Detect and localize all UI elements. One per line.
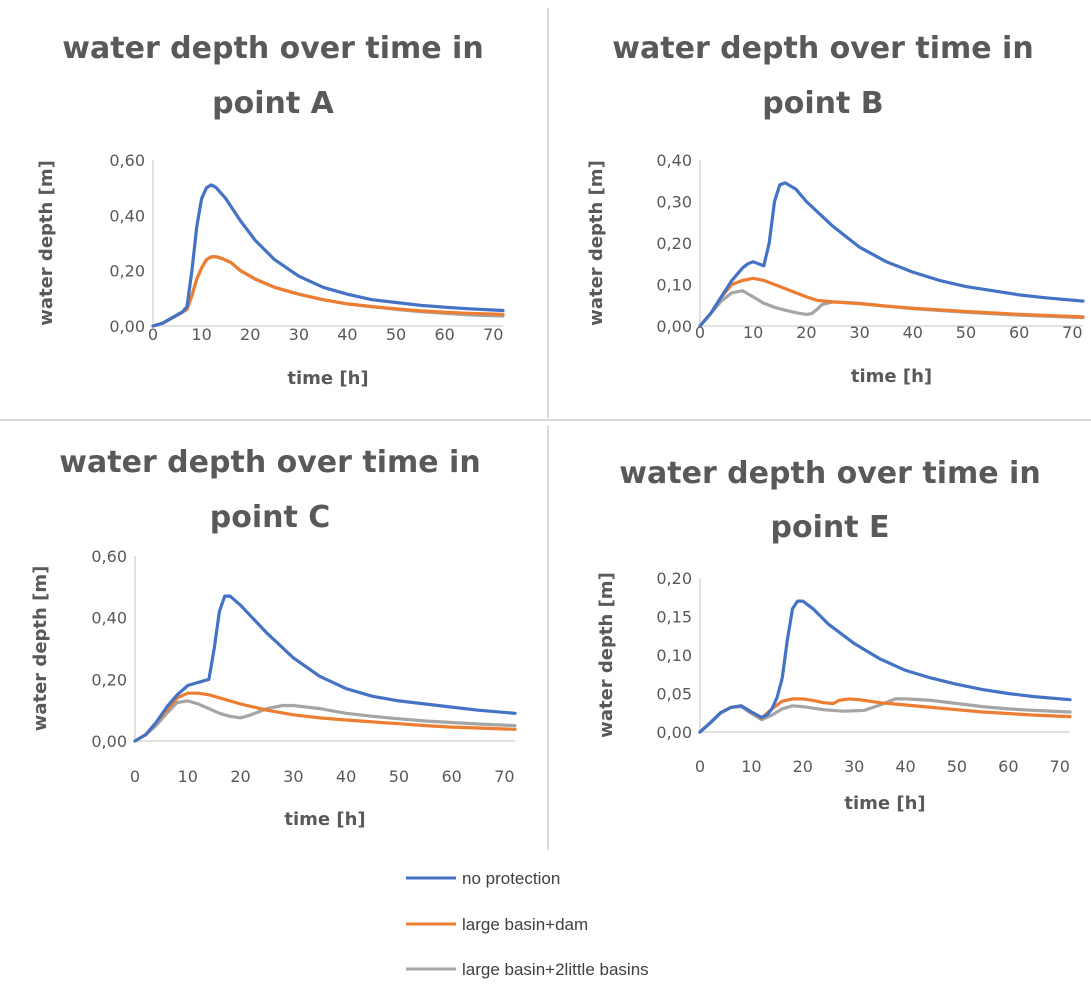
chart-title-line: water depth over time in: [619, 456, 1040, 491]
y-tick-label: 0,00: [91, 732, 127, 751]
x-tick-label: 20: [796, 323, 816, 342]
series-line-large-basin-2little-basins: [151, 255, 505, 328]
legend: no protection large basin+dam large basi…: [406, 869, 649, 979]
x-tick-label: 50: [389, 767, 409, 786]
y-tick-label: 0,40: [656, 151, 692, 170]
x-tick-label: 10: [191, 325, 211, 344]
chart-title-line: point B: [762, 86, 883, 121]
x-axis-label: time [h]: [284, 809, 365, 830]
y-tick-label: 0,10: [656, 276, 692, 295]
x-tick-label: 0: [695, 757, 705, 776]
series-line-large-basin-2little-basins: [133, 699, 517, 743]
y-tick-label: 0,15: [656, 608, 692, 627]
chart-panel-0: water depth over time in point A 0,00 0,20 0…: [36, 31, 505, 389]
x-tick-label: 20: [240, 325, 260, 344]
legend-label-no-protection: no protection: [462, 869, 560, 888]
x-tick-label: 70: [494, 767, 514, 786]
x-tick-label: 30: [283, 767, 303, 786]
series-line-no-protection: [151, 183, 505, 328]
y-tick-label: 0,00: [656, 317, 692, 336]
y-tick-label: 0,05: [656, 685, 692, 704]
x-tick-label: 40: [895, 757, 915, 776]
y-tick-label: 0,60: [109, 151, 145, 170]
x-tick-label: 0: [130, 767, 140, 786]
y-tick-label: 0,00: [109, 317, 145, 336]
legend-label-large-basin-2little-basins: large basin+2little basins: [462, 960, 649, 979]
y-tick-label: 0,40: [91, 609, 127, 628]
legend-item-no-protection: no protection: [406, 869, 560, 888]
x-tick-label: 0: [148, 325, 158, 344]
x-tick-label: 0: [695, 323, 705, 342]
chart-title-line: water depth over time in: [59, 445, 480, 480]
chart-title-line: point E: [770, 510, 889, 545]
y-tick-label: 0,20: [91, 670, 127, 689]
x-axis-label: time [h]: [287, 368, 368, 389]
legend-item-large-basin-2little-basins: large basin+2little basins: [406, 960, 649, 979]
x-tick-label: 30: [849, 323, 869, 342]
x-tick-label: 50: [956, 323, 976, 342]
series-line-no-protection: [133, 594, 517, 743]
chart-title-line: point A: [212, 86, 335, 121]
y-tick-label: 0,30: [656, 193, 692, 212]
legend-label-large-basin-dam: large basin+dam: [462, 915, 588, 934]
x-tick-label: 50: [947, 757, 967, 776]
x-tick-label: 60: [998, 757, 1018, 776]
x-axis-label: time [h]: [844, 793, 925, 814]
series-line-large-basin-dam: [133, 691, 517, 743]
x-tick-label: 50: [386, 325, 406, 344]
chart-panel-3: water depth over time in point E 0,00 0,05 0…: [596, 456, 1072, 814]
y-tick-label: 0,10: [656, 646, 692, 665]
series-line-large-basin-dam: [151, 255, 505, 328]
x-tick-label: 30: [289, 325, 309, 344]
x-tick-label: 40: [903, 323, 923, 342]
x-tick-label: 70: [1062, 323, 1082, 342]
x-tick-label: 20: [793, 757, 813, 776]
y-axis-label: water depth [m]: [36, 160, 57, 326]
x-tick-label: 10: [741, 757, 761, 776]
y-tick-label: 0,60: [91, 547, 127, 566]
x-axis-label: time [h]: [851, 366, 932, 387]
y-tick-label: 0,00: [656, 723, 692, 742]
legend-item-large-basin-dam: large basin+dam: [406, 915, 588, 934]
y-axis-label: water depth [m]: [586, 160, 607, 326]
x-tick-label: 40: [337, 325, 357, 344]
y-tick-label: 0,40: [109, 206, 145, 225]
chart-title-line: point C: [210, 500, 331, 535]
x-tick-label: 70: [1050, 757, 1070, 776]
series-line-large-basin-dam: [698, 276, 1085, 328]
chart-panel-1: water depth over time in point B 0,00 0,10 0…: [586, 31, 1085, 387]
x-tick-label: 30: [844, 757, 864, 776]
chart-title-line: water depth over time in: [62, 31, 483, 66]
x-tick-label: 20: [230, 767, 250, 786]
x-tick-label: 10: [178, 767, 198, 786]
y-tick-label: 0,20: [109, 262, 145, 281]
chart-panel-2: water depth over time in point C 0,00 0,20 0…: [30, 445, 517, 830]
x-tick-label: 60: [434, 325, 454, 344]
series-line-no-protection: [698, 181, 1085, 328]
x-tick-label: 40: [336, 767, 356, 786]
x-tick-label: 10: [743, 323, 763, 342]
y-axis-label: water depth [m]: [30, 566, 51, 732]
x-tick-label: 60: [1009, 323, 1029, 342]
y-tick-label: 0,20: [656, 234, 692, 253]
chart-title-line: water depth over time in: [612, 31, 1033, 66]
y-axis-label: water depth [m]: [596, 572, 617, 738]
x-tick-label: 70: [483, 325, 503, 344]
y-tick-label: 0,20: [656, 569, 692, 588]
series-line-no-protection: [698, 599, 1072, 734]
x-tick-label: 60: [441, 767, 461, 786]
